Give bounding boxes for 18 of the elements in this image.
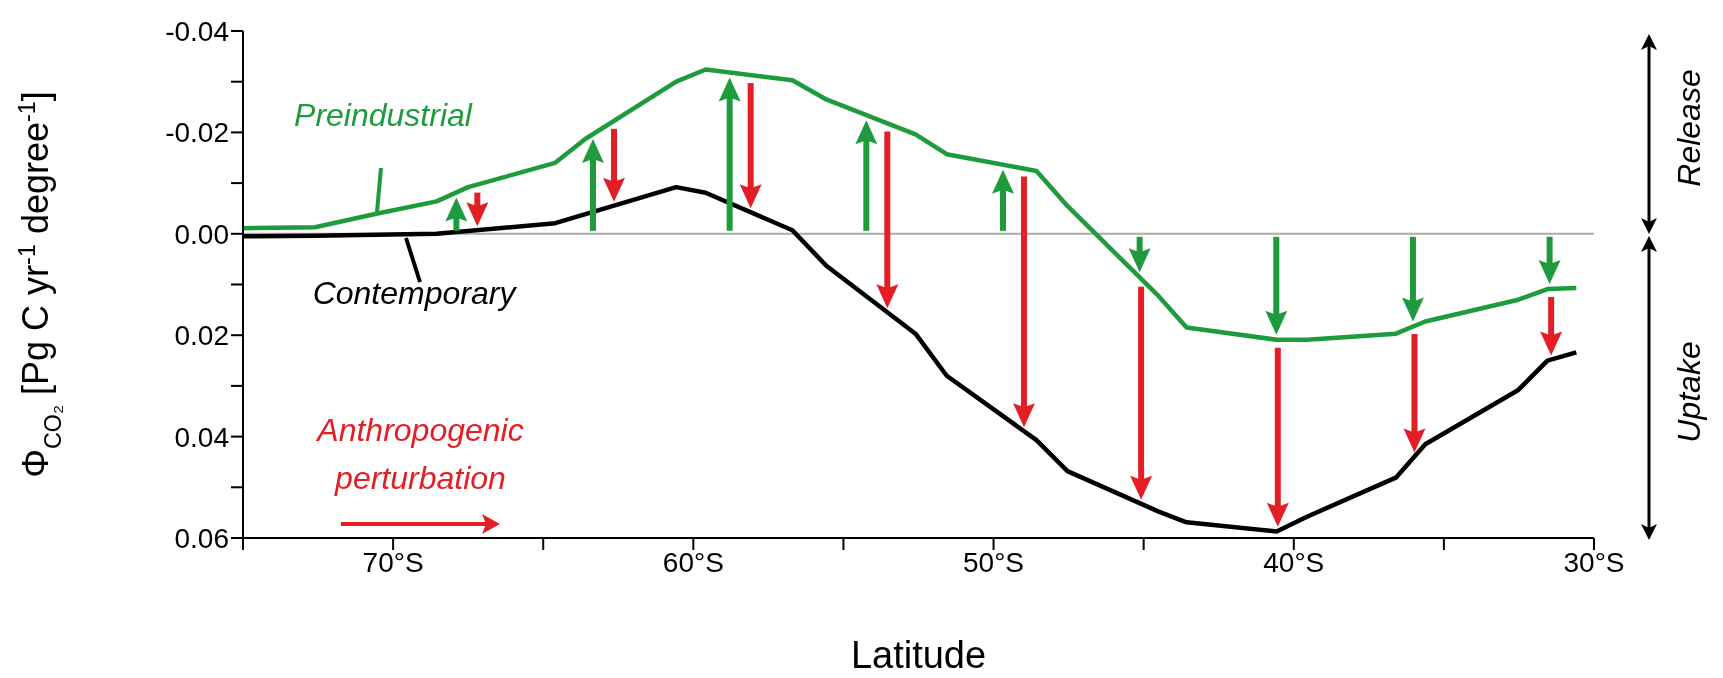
x-tick-label: 30°S [1563,546,1625,578]
series-label: Preindustrial [294,97,473,133]
y-tick-label: 0.00 [174,218,229,250]
line-series [243,67,1579,343]
y-tick-label: -0.02 [165,117,229,149]
y-tick-label: 0.06 [174,522,229,554]
text: Release [1671,69,1707,187]
y-tick-label: -0.04 [165,15,229,47]
text: Uptake [1671,341,1707,443]
x-tick-label: 50°S [963,546,1025,578]
x-tick-label: 70°S [362,546,424,578]
y-tick-label: 0.02 [174,320,229,352]
annotation: Anthropogenic perturbation [315,411,525,498]
x-tick-label: 60°S [662,546,724,578]
x-tick-label: 40°S [1263,546,1325,578]
x-axis-title: Latitude [850,634,987,676]
y-tick-label: 0.04 [174,421,229,453]
legend-label: Contemporary [312,275,518,311]
